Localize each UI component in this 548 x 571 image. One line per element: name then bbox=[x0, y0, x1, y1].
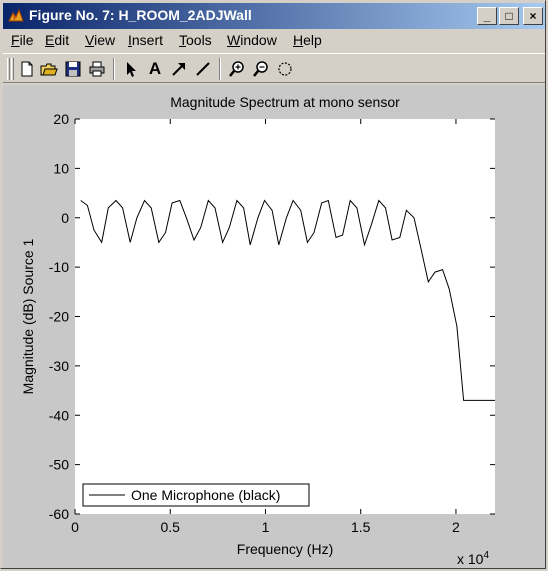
y-tick-label: -60 bbox=[49, 506, 69, 522]
y-tick-label: -40 bbox=[49, 407, 69, 423]
toolbar-grip-2[interactable] bbox=[11, 58, 14, 80]
y-tick-label: 0 bbox=[61, 210, 69, 226]
print-icon[interactable] bbox=[87, 59, 107, 79]
window-title: Figure No. 7: H_ROOM_2ADJWall bbox=[29, 7, 252, 23]
chart-title: Magnitude Spectrum at mono sensor bbox=[170, 94, 400, 110]
menu-edit[interactable]: Edit bbox=[45, 32, 70, 48]
maximize-icon: □ bbox=[505, 9, 513, 23]
toolbar-separator-2 bbox=[219, 58, 221, 80]
menu-view[interactable]: View bbox=[85, 32, 116, 48]
y-tick-label: -30 bbox=[49, 358, 69, 374]
line-insert-icon[interactable] bbox=[193, 59, 213, 79]
toolbar-grip[interactable] bbox=[7, 58, 10, 80]
minimize-icon: _ bbox=[483, 9, 491, 23]
matlab-logo-icon bbox=[8, 8, 24, 22]
series-line-one-microphone[interactable] bbox=[80, 199, 495, 401]
zoom-out-icon[interactable] bbox=[251, 59, 271, 79]
minimize-button[interactable]: _ bbox=[477, 7, 497, 25]
x-tick-label: 0.5 bbox=[161, 519, 181, 535]
toolbar: A bbox=[3, 53, 545, 83]
figure-canvas: 0 0.5 1 1.5 2 20 10 0 -10 -20 -30 -40 -50 -60 Magnit… bbox=[3, 85, 545, 568]
y-tick-label: -10 bbox=[49, 259, 69, 275]
legend[interactable]: One Microphone (black) bbox=[82, 483, 310, 507]
y-axis-label: Magnitude (dB) Source 1 bbox=[20, 238, 36, 394]
close-icon: × bbox=[529, 9, 537, 23]
menu-tools[interactable]: Tools bbox=[179, 32, 212, 48]
menu-bar: File Edit View Insert Tools Window Help bbox=[3, 30, 545, 50]
maximize-button[interactable]: □ bbox=[499, 7, 519, 25]
x-tick-label: 1 bbox=[262, 519, 270, 535]
y-tick-label: -20 bbox=[49, 309, 69, 325]
y-tick-label: 20 bbox=[53, 111, 69, 127]
open-folder-icon[interactable] bbox=[39, 59, 59, 79]
x-axis-exponent: x 104 bbox=[457, 550, 489, 567]
text-insert-icon[interactable]: A bbox=[148, 59, 162, 78]
title-bar[interactable]: Figure No. 7: H_ROOM_2ADJWall _ □ × bbox=[3, 3, 545, 29]
legend-entry: One Microphone (black) bbox=[131, 487, 280, 503]
legend-box bbox=[82, 483, 310, 507]
plot-area[interactable] bbox=[75, 119, 495, 514]
menu-file[interactable]: File bbox=[11, 32, 34, 48]
spectrum-chart: 0 0.5 1 1.5 2 20 10 0 -10 -20 -30 -40 -50 -60 Magnit… bbox=[20, 94, 495, 567]
new-file-icon[interactable] bbox=[17, 59, 37, 79]
menu-help[interactable]: Help bbox=[293, 32, 322, 48]
y-tick-label: -50 bbox=[49, 457, 69, 473]
x-axis-label: Frequency (Hz) bbox=[237, 541, 333, 557]
y-tick-label: 10 bbox=[53, 160, 69, 176]
close-button[interactable]: × bbox=[523, 7, 543, 25]
x-tick-label: 0 bbox=[71, 519, 79, 535]
menu-window[interactable]: Window bbox=[227, 32, 277, 48]
x-tick-label: 2 bbox=[452, 519, 460, 535]
arrow-insert-icon[interactable] bbox=[169, 59, 189, 79]
zoom-in-icon[interactable] bbox=[227, 59, 247, 79]
arrow-select-icon[interactable] bbox=[121, 59, 141, 79]
menu-insert[interactable]: Insert bbox=[128, 32, 164, 48]
toolbar-separator bbox=[113, 58, 115, 80]
rotate-icon[interactable] bbox=[275, 59, 295, 79]
save-icon[interactable] bbox=[63, 59, 83, 79]
x-tick-label: 1.5 bbox=[351, 519, 371, 535]
